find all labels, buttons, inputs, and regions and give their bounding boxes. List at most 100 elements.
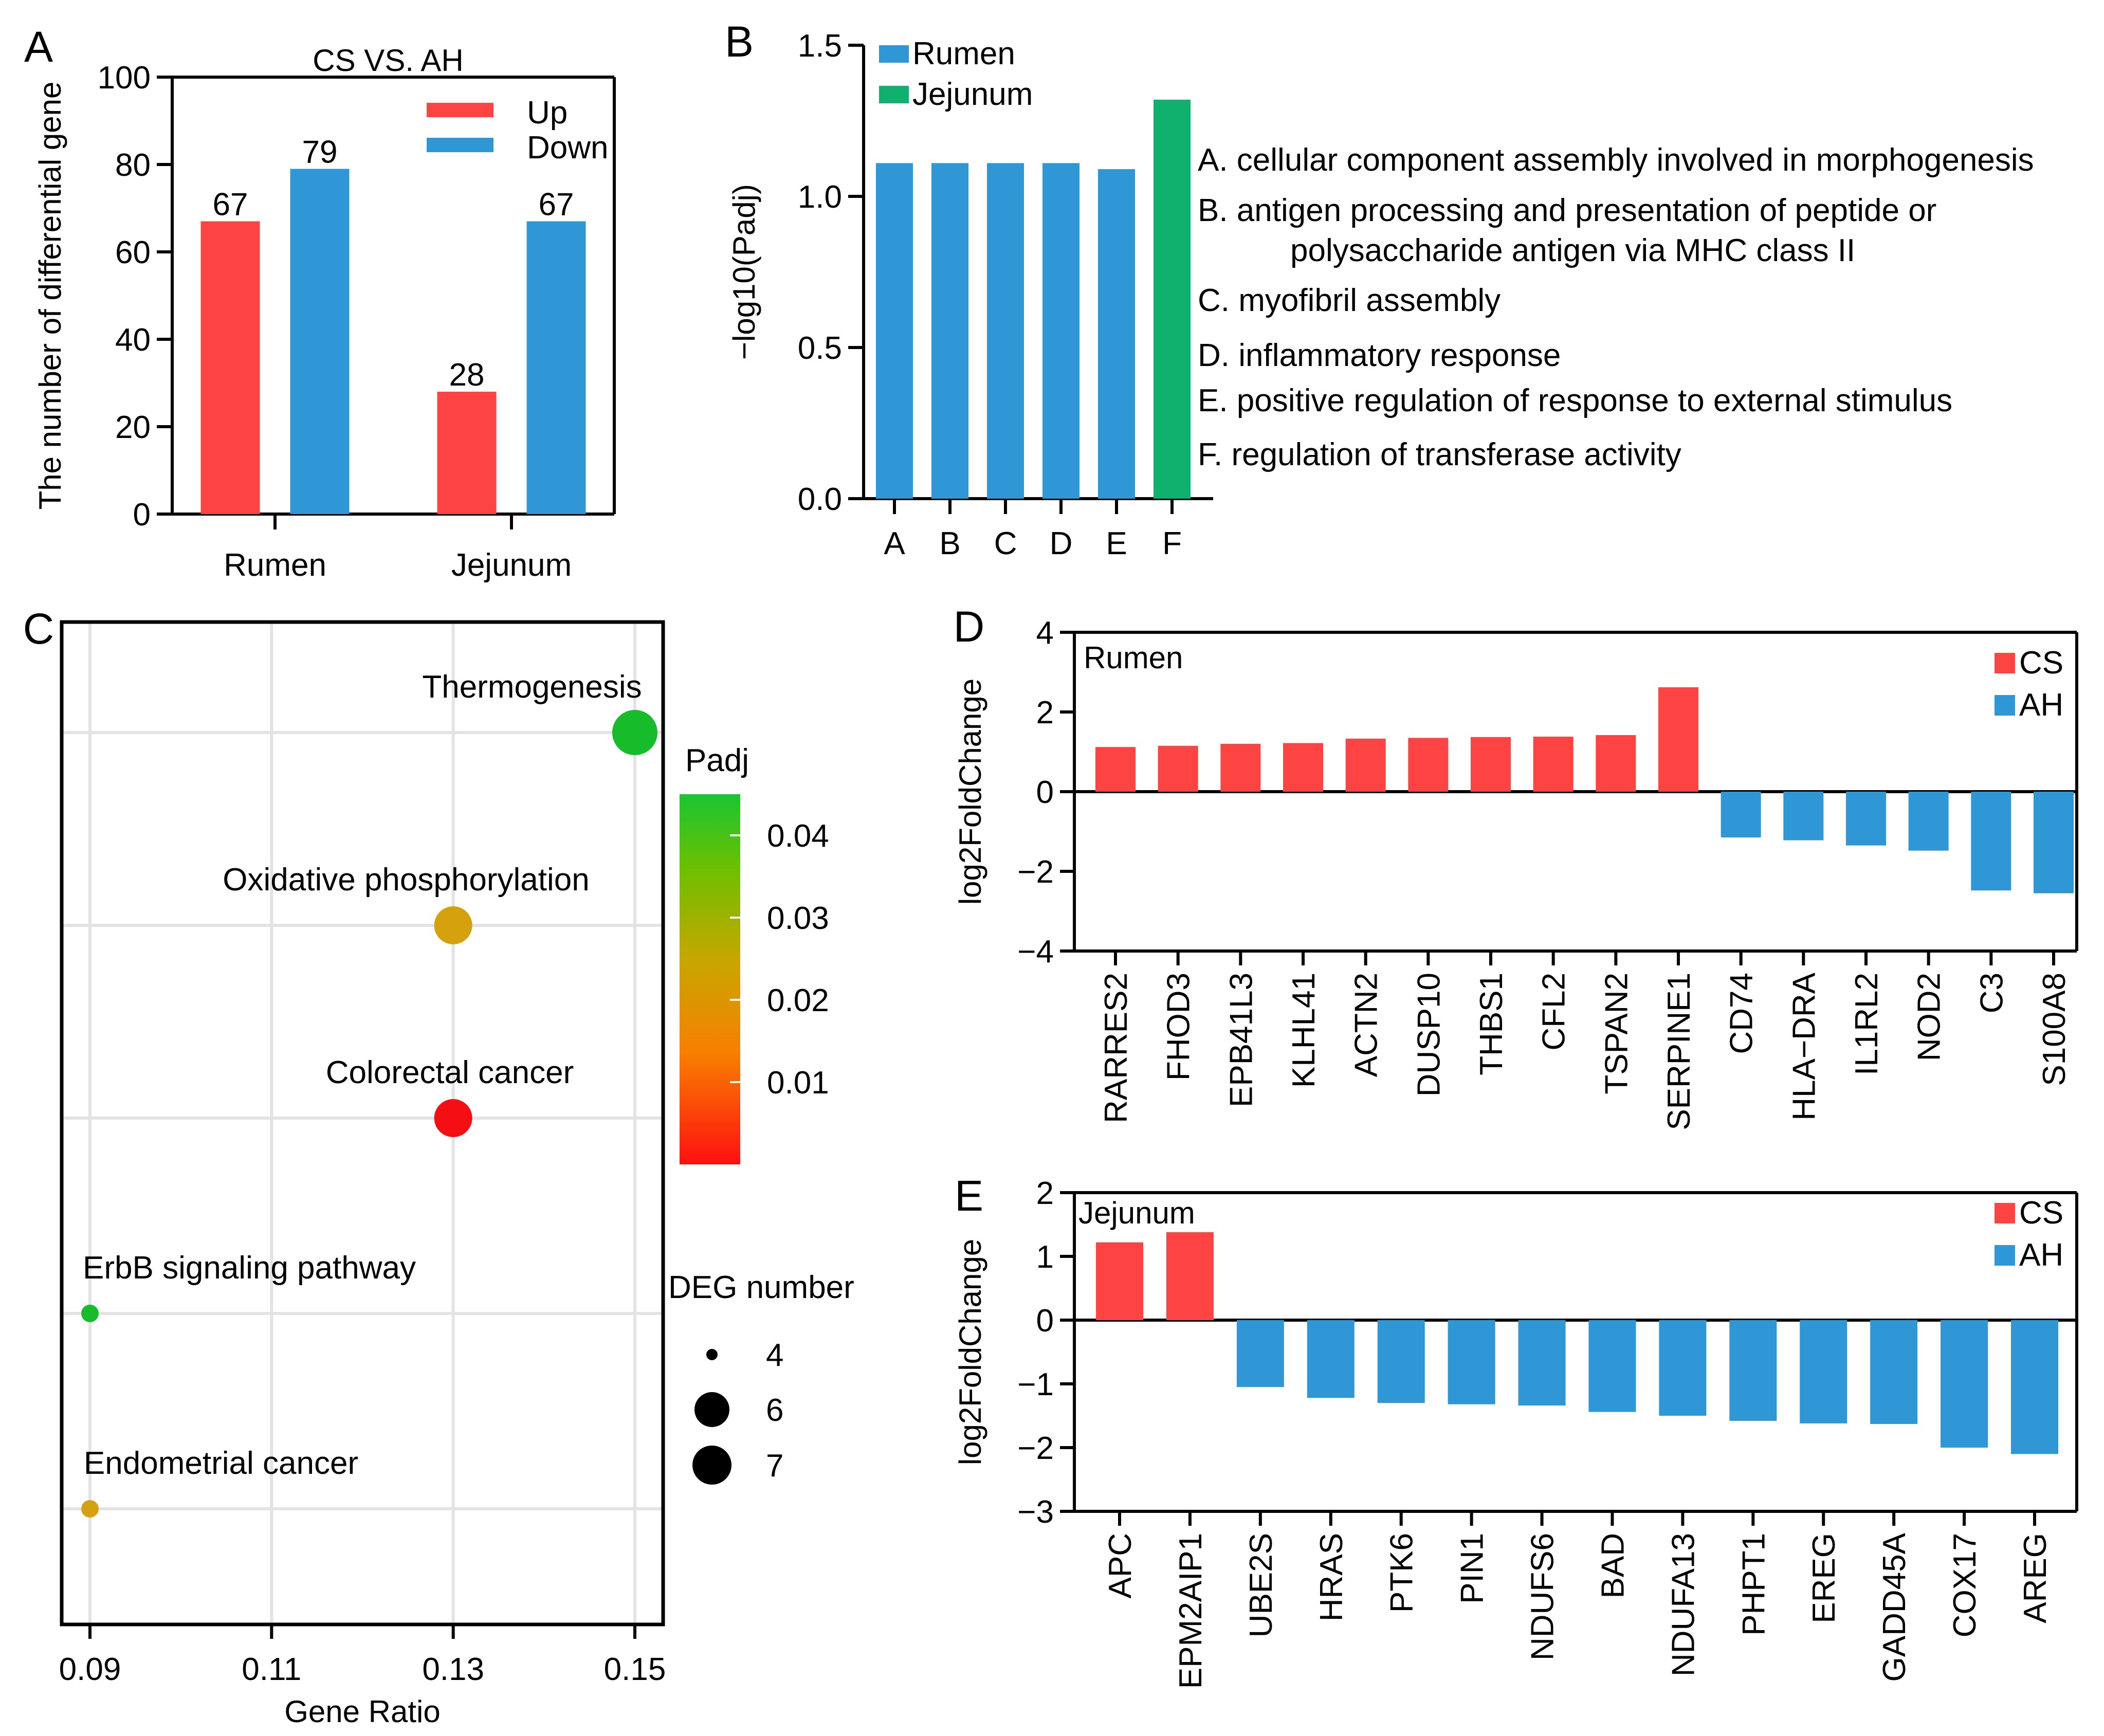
- gene-label: THBS1: [1474, 973, 1509, 1075]
- gene-label: EPM2AIP1: [1173, 1533, 1209, 1689]
- colorbar-tick-label: 0.01: [767, 1065, 829, 1101]
- bar-gene-klhl41: [1283, 743, 1323, 792]
- gene-label: BAD: [1595, 1533, 1631, 1598]
- bar-gene-hras: [1307, 1320, 1355, 1398]
- gene-label: RARRES2: [1099, 973, 1134, 1123]
- bar-gene-cfl2: [1533, 737, 1574, 792]
- y-tick-label: 60: [115, 235, 151, 270]
- y-tick-label: 40: [115, 322, 151, 358]
- bar-down: [290, 169, 350, 514]
- y-tick-label: 80: [115, 148, 151, 183]
- bar-term-f: [1154, 99, 1191, 499]
- bar-gene-serpine1: [1658, 687, 1698, 792]
- gene-label: PHPT1: [1736, 1533, 1771, 1636]
- gene-label: C3: [1974, 973, 2009, 1013]
- y-tick-label: 1.0: [798, 179, 842, 215]
- padj-colorbar: [680, 794, 740, 1164]
- legend-swatch-ah: [1995, 1245, 2015, 1266]
- size-legend-label: 4: [766, 1338, 783, 1373]
- colorbar-tick-label: 0.02: [767, 983, 829, 1018]
- panel-letter: B: [725, 17, 754, 66]
- bar-gene-cox17: [1941, 1320, 1988, 1448]
- gene-label: SERPINE1: [1661, 973, 1697, 1130]
- bar-gene-rarres2: [1095, 747, 1136, 792]
- y-tick-label: −1: [1017, 1367, 1054, 1402]
- bar-gene-thbs1: [1471, 737, 1511, 792]
- bar-gene-epb41l3: [1220, 744, 1261, 792]
- size-legend-dot: [692, 1446, 731, 1485]
- term-annotation: E. positive regulation of response to ex…: [1198, 383, 1952, 418]
- x-tick-label: E: [1106, 526, 1127, 561]
- x-tick-label: 0.11: [242, 1652, 301, 1687]
- chart-title: CS VS. AH: [313, 43, 463, 78]
- y-tick-label: 0.5: [798, 331, 842, 366]
- panel-letter: C: [23, 605, 54, 653]
- x-tick-label: C: [994, 526, 1017, 561]
- term-annotation: F. regulation of transferase activity: [1198, 437, 1681, 472]
- point-endometrial-cancer: [81, 1500, 99, 1518]
- point-label: Colorectal cancer: [326, 1055, 574, 1090]
- data-label: 67: [539, 187, 574, 223]
- y-tick-label: −2: [1017, 854, 1054, 890]
- size-legend-dot: [694, 1392, 729, 1427]
- size-legend-label: 7: [766, 1448, 783, 1484]
- gene-label: KLHL41: [1286, 973, 1322, 1088]
- bar-term-d: [1042, 163, 1080, 499]
- gene-label: GADD45A: [1877, 1532, 1912, 1682]
- y-tick-label: 4: [1036, 615, 1054, 651]
- legend-label: Jejunum: [912, 77, 1033, 112]
- y-tick-label: 2: [1036, 695, 1054, 730]
- bar-gene-bad: [1588, 1320, 1636, 1412]
- gene-label: NDUFA13: [1666, 1533, 1701, 1676]
- gene-label: HLA−DRA: [1786, 972, 1822, 1120]
- gene-label: AREG: [2018, 1533, 2053, 1623]
- colorbar-tick-label: 0.04: [767, 818, 829, 854]
- gene-label: CFL2: [1536, 973, 1572, 1051]
- panel-letter: D: [954, 602, 985, 651]
- y-axis-label: −log10(Padj): [727, 184, 761, 360]
- bar-up: [437, 392, 497, 514]
- bar-gene-areg: [2011, 1320, 2058, 1454]
- bar-gene-actn2: [1345, 738, 1386, 792]
- y-tick-label: 1: [1036, 1239, 1054, 1275]
- bar-gene-cd74: [1721, 792, 1761, 838]
- term-annotation: C. myofibril assembly: [1198, 283, 1501, 318]
- legend-label: Down: [527, 130, 609, 166]
- point-erbb-signaling-pathway: [81, 1305, 99, 1322]
- bar-down: [526, 221, 586, 514]
- x-tick-label: D: [1050, 526, 1073, 561]
- legend-label: AH: [2019, 687, 2063, 723]
- bar-gene-s100a8: [2034, 792, 2074, 893]
- gene-label: PIN1: [1455, 1533, 1490, 1604]
- x-tick-label: F: [1162, 526, 1182, 561]
- term-annotation: B. antigen processing and presentation o…: [1198, 193, 1936, 228]
- gene-label: COX17: [1947, 1533, 1983, 1637]
- term-annotation: D. inflammatory response: [1198, 338, 1561, 373]
- panel-letter: A: [24, 23, 53, 71]
- bar-gene-gadd45a: [1870, 1320, 1918, 1424]
- bar-gene-ptk6: [1377, 1320, 1425, 1403]
- bar-gene-nod2: [1908, 792, 1949, 851]
- size-legend-label: 6: [766, 1393, 783, 1428]
- bar-term-a: [876, 163, 913, 499]
- size-legend-title: DEG number: [668, 1270, 854, 1305]
- tissue-label: Jejunum: [1078, 1196, 1195, 1230]
- legend-swatch-up: [427, 103, 493, 117]
- y-axis-label: The number of differential gene: [33, 82, 67, 510]
- legend-label: CS: [2019, 1195, 2063, 1231]
- x-tick-label: 0.15: [604, 1652, 666, 1687]
- panel-letter: E: [955, 1172, 983, 1220]
- legend-swatch-cs: [1995, 1203, 2015, 1223]
- y-tick-label: 0: [1036, 1303, 1054, 1339]
- legend-label: CS: [2019, 645, 2063, 681]
- legend-label: Up: [527, 95, 568, 131]
- y-axis-label: log2FoldChange: [953, 1239, 987, 1465]
- point-oxidative-phosphorylation: [434, 906, 472, 944]
- data-label: 28: [449, 357, 485, 393]
- legend-label: AH: [2019, 1237, 2063, 1273]
- x-tick-label: Rumen: [224, 547, 326, 583]
- bar-gene-il1rl2: [1846, 792, 1886, 846]
- legend-swatch-ah: [1995, 695, 2015, 716]
- bar-gene-apc: [1096, 1242, 1143, 1320]
